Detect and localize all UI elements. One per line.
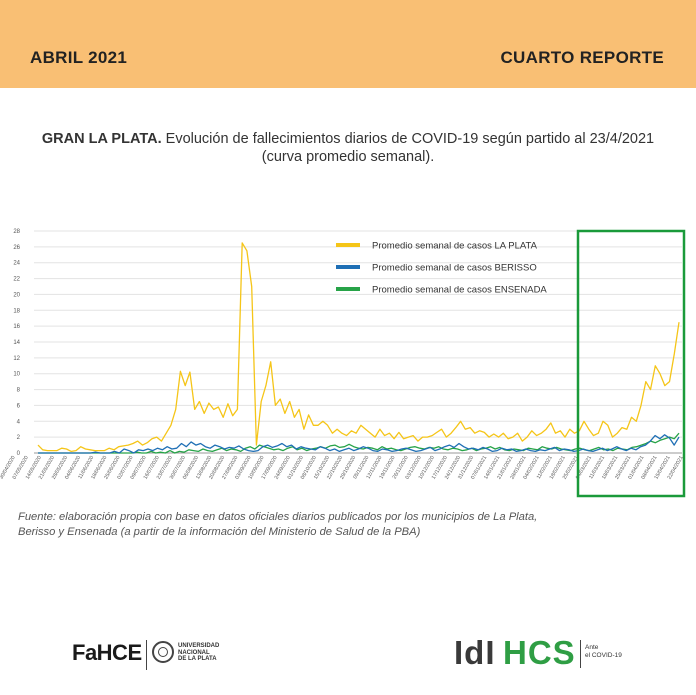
y-tick-label: 0 [17,451,21,457]
report-number: CUARTO REPORTE [500,48,664,67]
header-band: ABRIL 2021 CUARTO REPORTE [0,0,696,88]
y-tick-label: 8 [17,388,21,394]
chart-title-line2: (curva promedio semanal). [261,149,435,165]
y-tick-label: 24 [13,261,20,267]
y-tick-label: 18 [13,308,20,314]
chart-title-bold: GRAN LA PLATA. [41,131,162,147]
legend-label: Promedio semanal de casos LA PLATA [372,241,538,252]
y-tick-label: 4 [17,419,21,425]
y-tick-label: 10 [13,372,20,378]
unlp-logo-text: UNIVERSIDAD NACIONAL DE LA PLATA [178,643,220,662]
legend-label: Promedio semanal de casos ENSENADA [372,285,547,296]
line-chart: 024681012141618202224262830/04/202007/05… [0,229,686,498]
y-tick-label: 28 [13,229,20,235]
report-month: ABRIL 2021 [30,48,128,67]
series-line [38,432,680,454]
fahce-logo: FaHCE [72,640,142,665]
ante-covid-text: Ante el COVID-19 [585,644,622,659]
y-tick-label: 14 [13,340,20,346]
idihcs-logo-idi: IdI [454,634,496,671]
y-tick-label: 20 [13,292,20,298]
y-tick-label: 12 [13,356,20,362]
source-line1: Fuente: elaboración propia con base en d… [18,511,538,523]
idihcs-logo-hcs: HCS [503,634,576,671]
highlight-box [576,229,686,498]
y-tick-label: 22 [13,277,20,283]
series-line [37,242,680,453]
y-tick-label: 26 [13,245,20,251]
y-tick-label: 2 [17,435,21,441]
source-line2: Berisso y Ensenada (a partir de la infor… [18,526,421,538]
unlp-seal-icon [152,641,174,663]
y-tick-label: 6 [17,403,21,409]
chart-title-rest: Evolución de fallecimientos diarios de C… [161,131,655,147]
chart-title: GRAN LA PLATA. Evolución de fallecimient… [20,130,676,166]
y-tick-label: 16 [13,324,20,330]
legend-label: Promedio semanal de casos BERISSO [372,263,537,274]
series-line [38,434,680,454]
source-note: Fuente: elaboración propia con base en d… [18,510,658,540]
logo-divider-2 [580,640,581,668]
logo-divider [146,640,147,670]
